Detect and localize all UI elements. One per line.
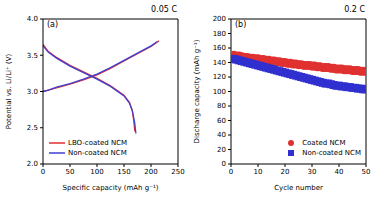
svg-text:40: 40: [335, 168, 344, 176]
svg-text:60: 60: [217, 117, 226, 125]
svg-text:50: 50: [66, 168, 75, 176]
svg-text:0: 0: [222, 160, 226, 168]
svg-text:150: 150: [117, 168, 130, 176]
html-text:Non-coated NCM: Non-coated NCM: [302, 149, 361, 157]
svg-text:120: 120: [213, 73, 226, 81]
svg-text:250: 250: [171, 168, 184, 176]
svg-text:100: 100: [213, 88, 226, 96]
svg-text:Discharge capacity (mAh g⁻¹): Discharge capacity (mAh g⁻¹): [193, 39, 201, 143]
svg-text:3.0: 3.0: [27, 88, 38, 96]
svg-text:20: 20: [217, 146, 226, 154]
html-text:(a): (a): [47, 20, 59, 29]
svg-text:180: 180: [213, 30, 226, 38]
svg-text:80: 80: [217, 102, 226, 110]
svg-text:30: 30: [308, 168, 317, 176]
svg-text:4.0: 4.0: [27, 15, 38, 23]
svg-text:Specific capacity (mAh g⁻¹): Specific capacity (mAh g⁻¹): [63, 184, 159, 192]
svg-text:200: 200: [213, 15, 226, 23]
html-text:0.2 C: 0.2 C: [344, 5, 365, 14]
svg-text:200: 200: [144, 168, 157, 176]
svg-text:2.0: 2.0: [27, 160, 38, 168]
svg-text:0: 0: [229, 168, 233, 176]
svg-text:2.5: 2.5: [27, 124, 38, 132]
svg-text:0: 0: [41, 168, 45, 176]
svg-text:50: 50: [362, 168, 368, 176]
html-text:LBO-coated NCM: LBO-coated NCM: [68, 139, 128, 147]
svg-text:40: 40: [217, 131, 226, 139]
html-text:0.05 C: 0.05 C: [151, 5, 177, 14]
svg-text:20: 20: [281, 168, 290, 176]
svg-text:Potential vs. Li/Li⁺ (V): Potential vs. Li/Li⁺ (V): [8, 54, 13, 130]
svg-text:140: 140: [213, 59, 226, 67]
svg-text:Cycle number: Cycle number: [274, 184, 323, 192]
svg-text:100: 100: [90, 168, 103, 176]
svg-text:10: 10: [254, 168, 263, 176]
html-text:Coated NCM: Coated NCM: [302, 139, 346, 147]
svg-text:160: 160: [213, 44, 226, 52]
svg-text:3.5: 3.5: [27, 52, 38, 60]
html-text:Non-coated NCM: Non-coated NCM: [68, 149, 127, 157]
html-text:(b): (b): [235, 20, 247, 29]
